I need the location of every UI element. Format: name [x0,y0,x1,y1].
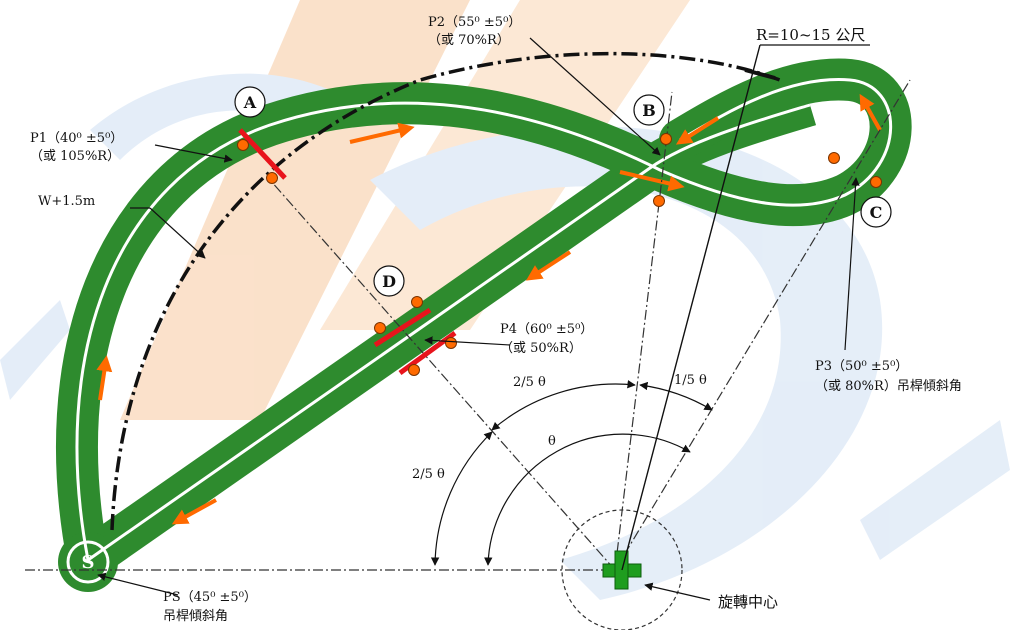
point-c-label: C [870,203,883,222]
direction-arrow [349,122,415,144]
point-a: A [234,86,266,118]
cone-marker [660,133,672,145]
direction-arrows [96,93,882,525]
ps-line2: 吊桿傾斜角 [163,609,228,624]
point-s-label: S [82,552,95,573]
p4-line1: P4（60⁰ ±5⁰） [500,322,593,337]
cone-marker [445,337,457,349]
gate-a [238,128,287,180]
gate-d-lower [398,330,457,376]
width-label: W+1.5m [38,194,95,209]
leader-arrows [97,37,860,601]
p4-line2: （或 50%R） [500,341,582,356]
p3-line1: P3（50⁰ ±5⁰） [815,359,908,374]
track [56,58,912,592]
direction-arrow [171,498,217,525]
cone-marker [408,364,420,376]
cone-marker [266,172,278,184]
cone-marker [870,176,882,188]
cone-marker [237,139,249,151]
gates [238,128,457,376]
ps-line1: PS（45⁰ ±5⁰） [163,590,257,605]
radius-label: R=10~15 公尺 [756,26,865,44]
p3-line2: （或 80%R）吊桿傾斜角 [815,379,962,394]
point-c: C [860,196,892,228]
gate-d-upper [373,307,432,348]
direction-arrow [675,116,720,145]
p1-line1: P1（40⁰ ±5⁰） [30,131,123,146]
angle-arcs [430,380,713,566]
cone-marker [828,152,840,164]
angle-label-theta: θ [548,434,556,449]
p2-line2: （或 70%R） [428,33,510,48]
point-d-label: D [382,272,396,291]
cone-marker [653,195,665,207]
point-b: B [633,94,665,126]
angle-label-2-5-upper: 2/5 θ [513,375,546,390]
angle-label-1-5: 1/5 θ [674,373,707,388]
point-a-label: A [243,93,257,112]
direction-arrow [619,170,685,192]
point-b-label: B [642,101,656,120]
cone-marker [374,322,386,334]
cone-markers [237,133,882,376]
rotation-center-label: 旋轉中心 [718,593,778,611]
direction-arrow [96,355,113,401]
p1-line2: （或 105%R） [30,149,120,164]
direction-arrow [859,93,882,131]
cone-marker [411,296,423,308]
point-d: D [373,265,405,297]
direction-arrow [525,250,572,281]
boom-radius-arc [110,51,781,531]
angle-label-2-5-lower: 2/5 θ [412,467,445,482]
p2-line1: P2（55⁰ ±5⁰） [428,15,521,30]
radius-tick [744,68,776,80]
